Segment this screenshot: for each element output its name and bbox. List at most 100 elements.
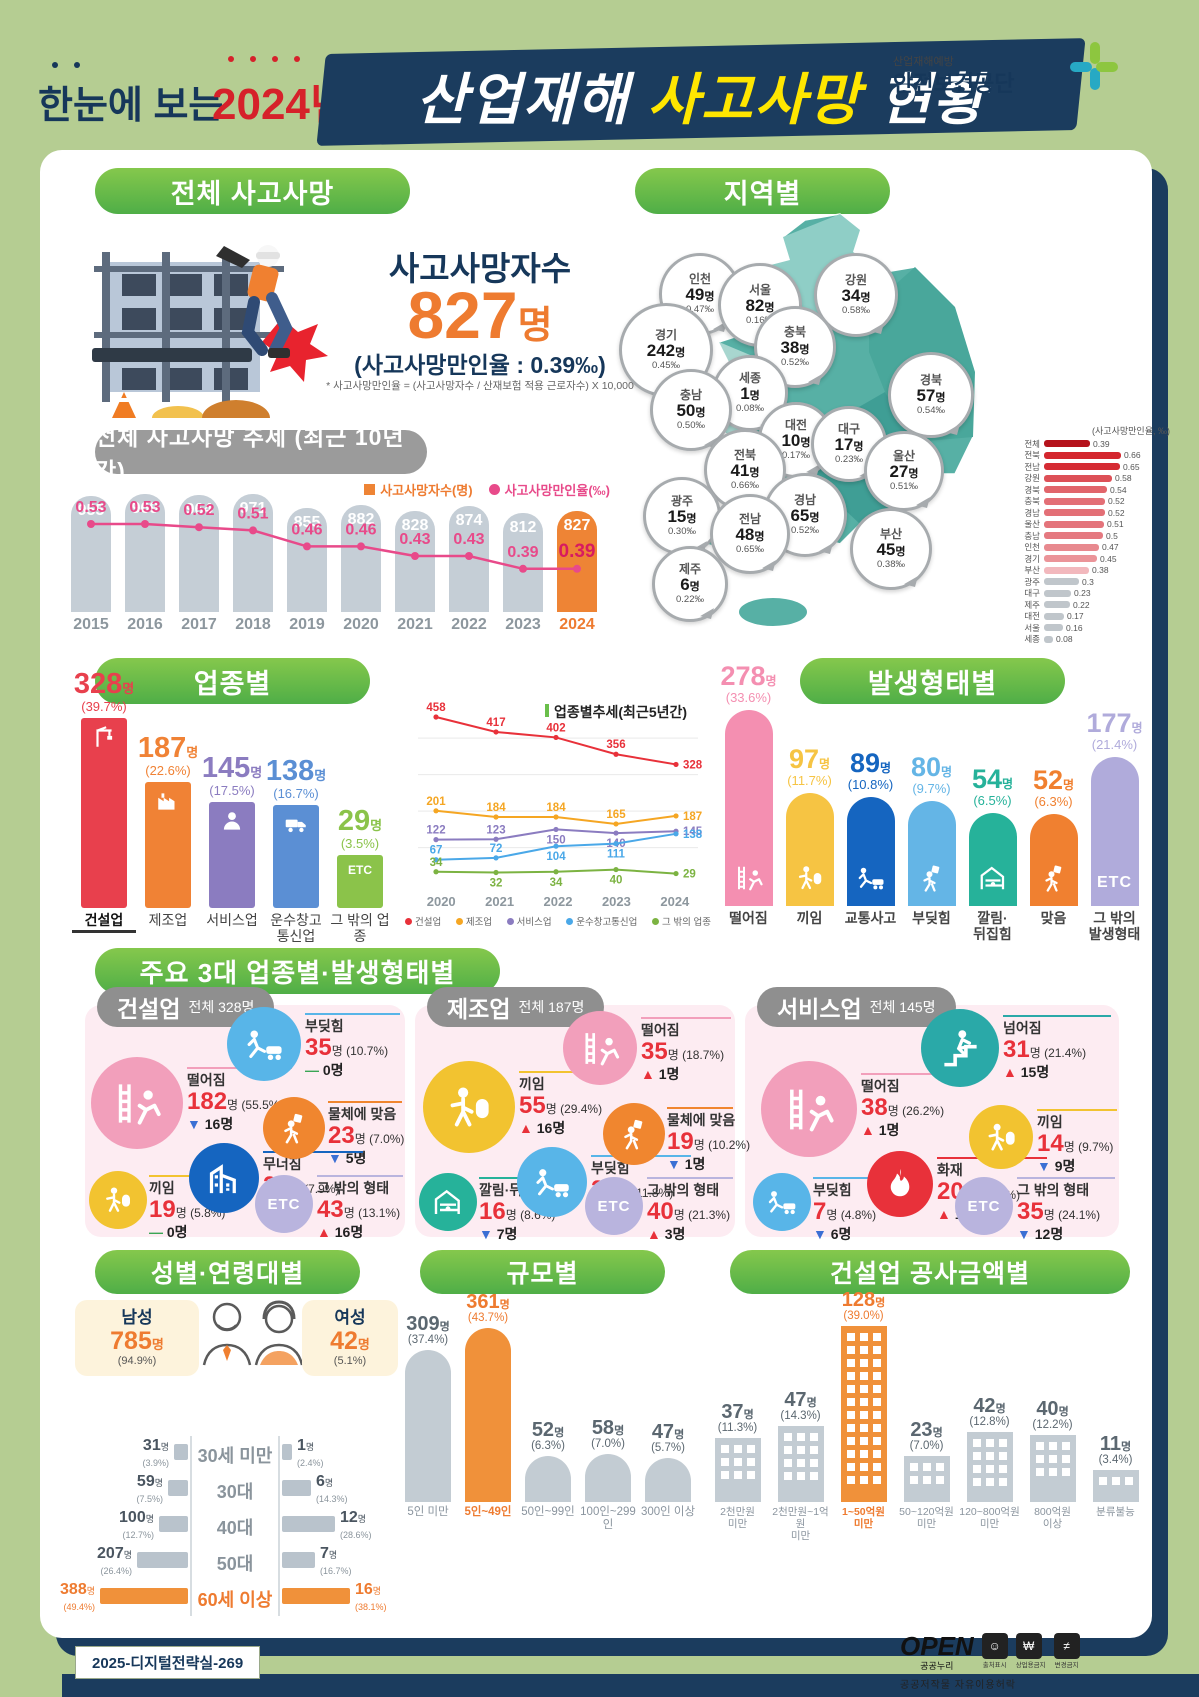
total-rate: (사고사망만인율 : 0.39‰) <box>354 352 606 378</box>
opengov-caption: 공공저작물 자유이용허락 <box>900 1680 1016 1691</box>
region-name: 인천 <box>688 271 712 286</box>
rate-label: 전북 <box>1024 450 1040 460</box>
window <box>909 1463 918 1471</box>
bar: 969 <box>125 494 165 612</box>
region-rate: 0.30‰ <box>668 525 696 537</box>
item-circle-깔림·뒤집힘 <box>419 1173 477 1231</box>
rate-label: 전남 <box>1024 461 1040 472</box>
window <box>1061 1468 1070 1476</box>
falling-worker-illustration <box>92 245 328 418</box>
region-count: 242명 <box>646 341 686 361</box>
building-windows <box>904 1456 950 1491</box>
item-value: 7명 (4.8%) <box>813 1198 877 1226</box>
window <box>998 1452 1007 1460</box>
size-category: 300인 이상 <box>640 1506 696 1518</box>
window <box>859 1359 868 1367</box>
trend-x-label: 2023 <box>601 894 631 909</box>
item-label: 무너짐 <box>263 1156 302 1172</box>
size-value: 361명 <box>466 1291 510 1313</box>
rate-label: 경북 <box>1024 484 1040 495</box>
building-windows <box>778 1426 824 1487</box>
svg-text:145: 145 <box>683 826 703 838</box>
item-끼임: 끼임 14명 (9.7%) ▼ 9명 <box>1037 1109 1117 1174</box>
window <box>796 1446 805 1454</box>
rate-row-대구: 대구 0.23 <box>1012 588 1172 599</box>
item-label: 떨어짐 <box>861 1078 900 1094</box>
item-부딪힘: 부딪힘 7명 (4.8%) ▼ 6명 <box>813 1177 913 1242</box>
item-circle-그 밖의 형태: ETC <box>955 1177 1013 1235</box>
type-bar-col: 278명 (33.6%) <box>718 663 779 906</box>
svg-text:184: 184 <box>486 802 506 814</box>
rate-bar <box>1044 566 1089 574</box>
svg-text:122: 122 <box>426 825 445 837</box>
region-rate: 0.16‰ <box>746 314 774 326</box>
type-pct: (6.5%) <box>973 793 1012 808</box>
cost-pct: (12.2%) <box>1032 1419 1073 1431</box>
item-value: 31명 (21.4%) <box>1003 1036 1087 1064</box>
industry-category: 운수창고 통신업 <box>270 912 322 945</box>
svg-text:40: 40 <box>610 875 623 887</box>
type-bar-col: 52명 (6.3%) <box>1023 767 1084 906</box>
rate-label: 인천 <box>1024 542 1040 552</box>
industry-pct: (16.7%) <box>273 786 319 801</box>
og-icon-noncommercial: ₩ 상업용금지 <box>1015 1633 1046 1669</box>
legend-deaths: 사고사망자수(명) <box>364 480 473 499</box>
rate-value: 0.5 <box>1106 530 1118 541</box>
size-pct: (5.7%) <box>651 1442 685 1454</box>
rate-bar <box>1044 486 1107 493</box>
type-value: 52명 <box>1032 765 1075 795</box>
region-count: 57명 <box>916 386 946 406</box>
svg-text:0.46: 0.46 <box>291 521 322 538</box>
window <box>872 1463 881 1471</box>
window <box>783 1472 792 1480</box>
panel-total: 전체 145명 <box>869 999 936 1015</box>
top3-panel-건설업: 건설업 전체 328명 떨어짐 182명 (55.5%) ▼ 16명 부딪힘 35명 (10… <box>85 987 405 1240</box>
svg-text:104: 104 <box>546 851 566 863</box>
region-name: 대구 <box>837 421 861 436</box>
building-windows <box>715 1438 761 1486</box>
type-pct: (10.8%) <box>847 777 894 792</box>
rate-value: 0.16 <box>1066 622 1083 633</box>
etc-label: ETC <box>597 1197 631 1215</box>
window <box>733 1458 742 1466</box>
type-category: 맞음 <box>1040 910 1067 926</box>
trend-bar-2020: 882 <box>334 505 388 612</box>
x-label: 2023 <box>505 616 541 633</box>
rate-bar <box>1044 589 1071 597</box>
opengov-logo: OPEN 공공누리 ☺ 출처표시 ₩ 상업용금지 ≠ 변경금지 <box>900 1631 1080 1671</box>
rate-bar <box>1044 601 1070 608</box>
industry-category: 제조업 <box>148 912 188 928</box>
region-rate: 0.58‰ <box>842 304 870 316</box>
male-bar <box>100 1588 188 1604</box>
bar-value: 882 <box>347 511 375 528</box>
male-icon <box>202 1302 252 1366</box>
rate-value: 0.3 <box>1082 576 1094 587</box>
cost-bar-col: 11명 (3.4%) <box>1084 1434 1147 1502</box>
male-badge: 남성 785명 (94.9%) <box>75 1300 199 1376</box>
window <box>846 1372 855 1380</box>
item-change: ▲ 3명 <box>647 1225 686 1242</box>
window <box>846 1463 855 1471</box>
window <box>720 1471 729 1479</box>
window <box>733 1445 742 1453</box>
item-그 밖의 형태: 그 밖의 형태 40명 (21.3%) ▲ 3명 <box>647 1177 733 1242</box>
window <box>1035 1468 1044 1476</box>
type-icon <box>1039 863 1069 898</box>
rate-row-강원: 강원 0.58 <box>1012 473 1172 484</box>
rate-row-서울: 서울 0.16 <box>1012 622 1172 633</box>
region-name: 울산 <box>892 448 916 463</box>
item-그 밖의 형태: 그 밖의 형태 35명 (24.1%) ▼ 12명 <box>1017 1177 1115 1242</box>
rate-bar <box>1044 497 1105 505</box>
rate-row-대전: 대전 0.17 <box>1012 611 1172 622</box>
window <box>859 1333 868 1341</box>
item-value: 35명 (10.7%) <box>305 1034 389 1062</box>
age-label: 40대 <box>216 1518 254 1538</box>
type-value: 89명 <box>849 748 892 778</box>
male-value: 100명 (12.7%) <box>119 1509 154 1540</box>
size-pct: (6.3%) <box>531 1440 565 1452</box>
rate-label: 경남 <box>1024 507 1040 518</box>
region-count: 15명 <box>667 507 697 527</box>
rate-bar <box>1044 451 1121 459</box>
panel-total: 전체 187명 <box>518 999 585 1015</box>
rate-value: 0.38 <box>1092 565 1109 575</box>
